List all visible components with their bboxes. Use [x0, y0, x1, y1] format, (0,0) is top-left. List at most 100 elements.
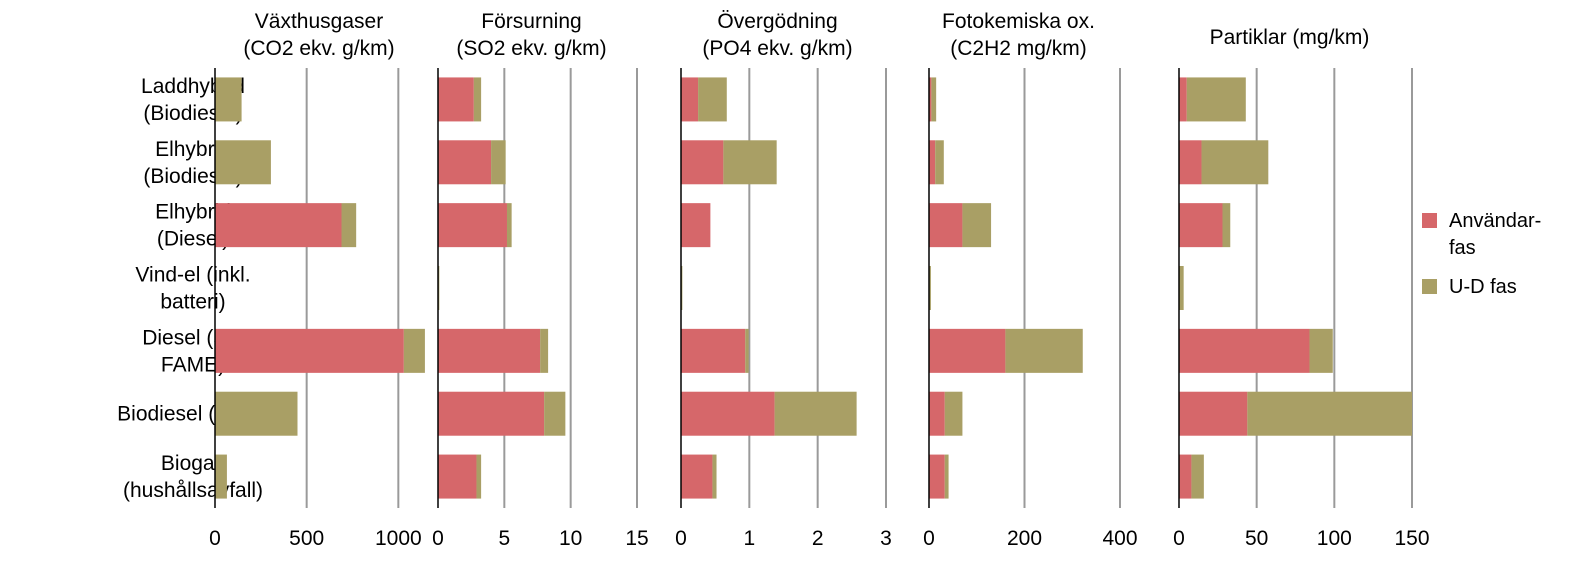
bar-use-phase — [929, 391, 945, 436]
chart-panel: 0 1 2 3 Övergödning (PO4 ekv. g/km) — [675, 10, 892, 550]
bar-ud-phase — [1201, 140, 1269, 185]
category-label: Vind-el (inkl. — [135, 264, 250, 287]
bar-use-phase — [929, 140, 936, 185]
panel-title: (PO4 ekv. g/km) — [702, 37, 852, 60]
tick-label: 10 — [559, 527, 582, 550]
bar-use-phase — [929, 203, 963, 248]
bar-use-phase — [681, 328, 746, 373]
panel-title: (SO2 ekv. g/km) — [456, 37, 606, 60]
bar-use-phase — [681, 140, 724, 185]
bar-ud-phase — [935, 140, 944, 185]
bar-use-phase — [438, 454, 477, 499]
panel-title: Växthusgaser — [255, 10, 383, 33]
bar-use-phase — [1179, 203, 1223, 248]
bar-use-phase — [1179, 140, 1202, 185]
category-labels: Laddhybrid(Biodiesel)Elhybrid(Biodiesel)… — [117, 75, 269, 502]
bar-ud-phase — [215, 454, 227, 499]
bar-ud-phase — [476, 454, 482, 499]
bar-ud-phase — [723, 140, 777, 185]
bar-use-phase — [929, 328, 1006, 373]
bar-ud-phase — [403, 328, 425, 373]
bar-ud-phase — [544, 391, 566, 436]
bar-ud-phase — [1309, 328, 1333, 373]
bar-ud-phase — [1186, 77, 1246, 122]
bar-use-phase — [438, 140, 492, 185]
bar-use-phase — [215, 328, 404, 373]
tick-label: 0 — [432, 527, 444, 550]
bar-ud-phase — [506, 203, 512, 248]
tick-label: 0 — [1173, 527, 1185, 550]
legend-label: Användar- — [1449, 210, 1541, 232]
bar-ud-phase — [1247, 391, 1412, 436]
panel-title: Övergödning — [717, 10, 837, 33]
category-label: Biogas — [161, 452, 225, 475]
bar-use-phase — [438, 328, 541, 373]
bar-ud-phase — [215, 77, 242, 122]
bar-use-phase — [929, 454, 945, 499]
tick-label: 500 — [289, 527, 324, 550]
bar-ud-phase — [944, 454, 949, 499]
bar-ud-phase — [712, 454, 717, 499]
bar-use-phase — [681, 77, 699, 122]
bar-use-phase — [681, 391, 775, 436]
tick-label: 150 — [1394, 527, 1429, 550]
bar-use-phase — [215, 203, 342, 248]
tick-label: 3 — [880, 527, 892, 550]
bar-ud-phase — [215, 391, 298, 436]
category-label: FAME) — [161, 353, 225, 376]
bar-use-phase — [1179, 391, 1248, 436]
tick-label: 200 — [1007, 527, 1042, 550]
bar-ud-phase — [929, 266, 931, 310]
category-label: (hushållsavfall) — [123, 479, 263, 502]
bar-ud-phase — [745, 328, 749, 373]
bar-use-phase — [1179, 328, 1310, 373]
category-label: (Diesel) — [157, 228, 229, 251]
category-label: Elhybrid — [155, 201, 231, 224]
bar-use-phase — [1179, 77, 1187, 122]
panel-title: (CO2 ekv. g/km) — [243, 37, 394, 60]
bar-use-phase — [681, 203, 711, 248]
bar-ud-phase — [540, 328, 549, 373]
legend-swatch-use-phase — [1422, 213, 1437, 228]
bar-use-phase — [929, 77, 932, 122]
chart-panel: 0 50 100 150 Partiklar (mg/km) — [1173, 26, 1429, 550]
bar-ud-phase — [491, 140, 506, 185]
bar-ud-phase — [931, 77, 937, 122]
legend-label: U-D fas — [1449, 276, 1517, 298]
bar-ud-phase — [1222, 203, 1231, 248]
bar-ud-phase — [341, 203, 357, 248]
bar-use-phase — [438, 77, 474, 122]
bar-ud-phase — [473, 77, 482, 122]
chart-panel: 0 500 1000 Växthusgaser (CO2 ekv. g/km) — [209, 10, 425, 550]
bar-use-phase — [438, 203, 507, 248]
tick-label: 100 — [1317, 527, 1352, 550]
tick-label: 5 — [498, 527, 510, 550]
category-label: batteri) — [160, 291, 225, 314]
panel-title: Fotokemiska ox. — [942, 10, 1095, 33]
legend-swatch-ud-phase — [1422, 279, 1437, 294]
panel-title: Partiklar (mg/km) — [1210, 26, 1370, 49]
tick-label: 0 — [923, 527, 935, 550]
tick-label: 2 — [812, 527, 824, 550]
bar-use-phase — [681, 454, 713, 499]
bar-ud-phase — [962, 203, 992, 248]
bar-ud-phase — [1191, 454, 1204, 499]
tick-label: 15 — [625, 527, 648, 550]
legend-label: fas — [1449, 237, 1476, 259]
bar-ud-phase — [944, 391, 963, 436]
bar-use-phase — [438, 391, 545, 436]
tick-label: 50 — [1245, 527, 1268, 550]
legend: Användar-fas U-D fas — [1422, 210, 1541, 298]
category-label: Elhybrid — [155, 138, 231, 161]
tick-label: 1000 — [375, 527, 422, 550]
bar-ud-phase — [698, 77, 727, 122]
bar-ud-phase — [215, 140, 271, 185]
tick-label: 1 — [743, 527, 755, 550]
panel-title: Försurning — [481, 10, 581, 33]
tick-label: 0 — [675, 527, 687, 550]
tick-label: 400 — [1102, 527, 1137, 550]
bar-ud-phase — [438, 266, 440, 310]
